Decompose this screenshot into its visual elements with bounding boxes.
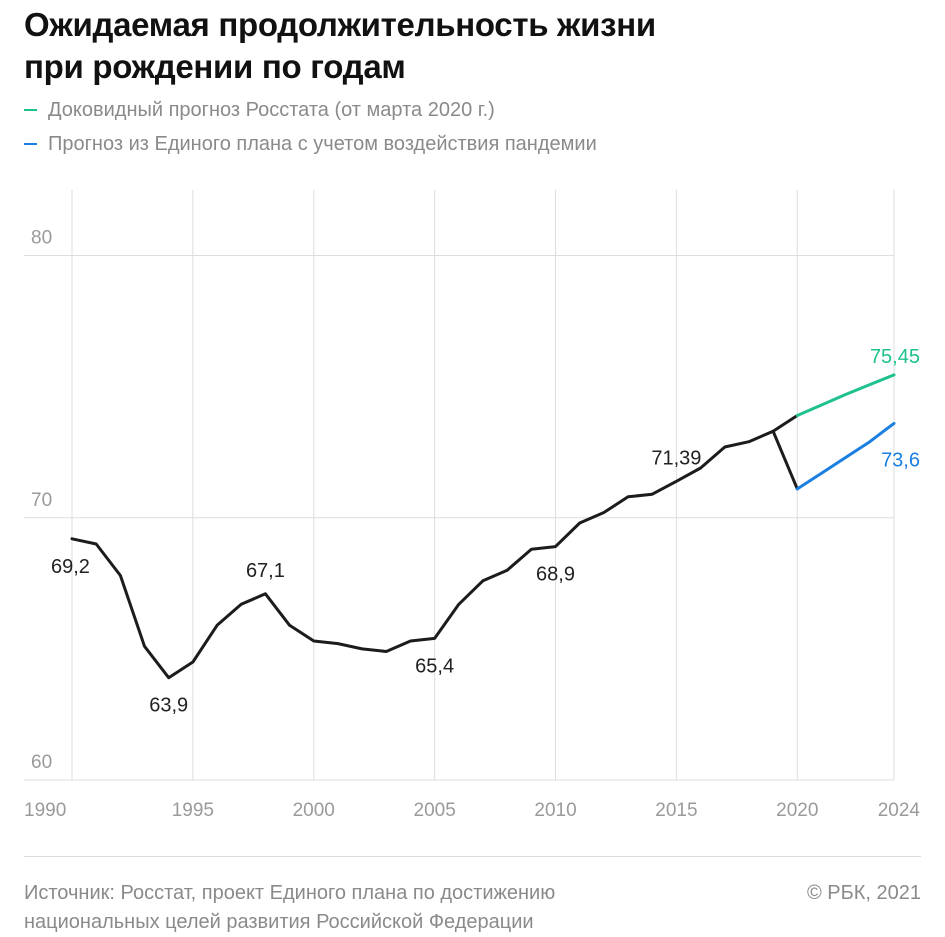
x-tick-label: 2005 — [414, 800, 456, 821]
source-line-2: национальных целей развития Российской Ф… — [24, 911, 534, 933]
x-tick-label: 2020 — [776, 800, 818, 821]
x-tick-label: 1990 — [24, 800, 66, 821]
data-label: 68,9 — [536, 564, 575, 586]
source-note: Источник: Росстат, проект Единого плана … — [24, 879, 664, 937]
data-label: 69,2 — [51, 556, 90, 578]
data-label: 67,1 — [246, 560, 285, 582]
copyright: © РБК, 2021 — [806, 882, 921, 904]
line-chart: 60 70 80 1990 1995 2000 2005 2010 2015 2020 2024 69… — [24, 190, 921, 821]
data-label: 65,4 — [415, 655, 454, 677]
series-line-actual — [70, 414, 799, 680]
chart-legend: Доковидный прогноз Росстата (от марта 20… — [24, 95, 597, 163]
legend-label-prepandemic: Доковидный прогноз Росстата (от марта 20… — [48, 99, 495, 121]
legend-swatch-prepandemic — [24, 109, 37, 111]
x-tick-label: 1995 — [172, 800, 214, 821]
data-label: 75,45 — [870, 346, 920, 368]
y-tick-label: 80 — [31, 228, 52, 249]
data-label: 73,6 — [881, 449, 920, 471]
chart-title-line2: при рождении по годам — [24, 48, 406, 85]
legend-item-pandemic: Прогноз из Единого плана с учетом воздей… — [24, 129, 597, 163]
y-tick-label: 60 — [31, 752, 52, 773]
data-label: 63,9 — [149, 695, 188, 717]
series-line-forecast_pandemic — [795, 421, 896, 491]
y-tick-label: 70 — [31, 490, 52, 511]
footer-divider — [24, 856, 921, 857]
source-line-1: Источник: Росстат, проект Единого плана … — [24, 882, 556, 904]
x-tick-label: 2015 — [655, 800, 697, 821]
data-label: 71,39 — [651, 447, 701, 469]
chart-title-line1: Ожидаемая продолжительность жизни — [24, 6, 656, 43]
legend-item-prepandemic: Доковидный прогноз Росстата (от марта 20… — [24, 95, 597, 129]
x-tick-label: 2024 — [878, 800, 921, 821]
x-tick-label: 2000 — [293, 800, 335, 821]
legend-label-pandemic: Прогноз из Единого плана с учетом воздей… — [48, 133, 597, 155]
chart-title: Ожидаемая продолжительность жизни при ро… — [24, 4, 656, 88]
legend-swatch-pandemic — [24, 143, 37, 145]
series-line-actual_drop — [771, 429, 799, 491]
series-line-forecast_prepandemic — [795, 373, 896, 417]
x-tick-label: 2010 — [534, 800, 576, 821]
